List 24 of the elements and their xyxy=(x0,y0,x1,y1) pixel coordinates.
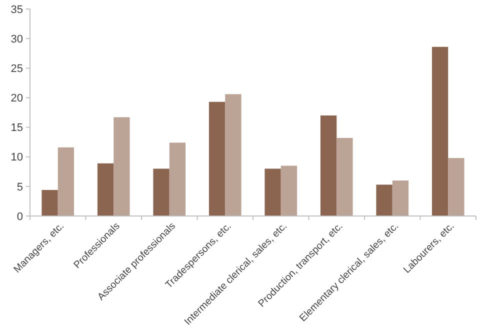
bar xyxy=(114,117,130,216)
y-tick-label: 35 xyxy=(10,4,23,16)
bar xyxy=(42,190,58,216)
y-tick-label: 15 xyxy=(10,122,23,134)
bar xyxy=(376,184,392,216)
y-tick-label: 20 xyxy=(10,92,23,105)
bar xyxy=(448,158,464,216)
y-tick-label: 30 xyxy=(10,33,23,46)
bar xyxy=(153,168,170,216)
bar xyxy=(225,94,242,216)
bar xyxy=(208,102,226,216)
y-tick-label: 0 xyxy=(16,210,23,223)
y-tick-label: 10 xyxy=(10,152,23,164)
bar xyxy=(392,180,409,216)
bar xyxy=(336,138,353,216)
y-tick-label: 5 xyxy=(16,181,23,194)
bar xyxy=(280,166,298,216)
bar xyxy=(97,163,114,216)
bar xyxy=(169,142,186,216)
bar xyxy=(320,115,337,216)
bar xyxy=(58,147,74,216)
y-tick-label: 25 xyxy=(10,62,23,75)
bar xyxy=(264,168,281,216)
bar xyxy=(432,46,448,216)
